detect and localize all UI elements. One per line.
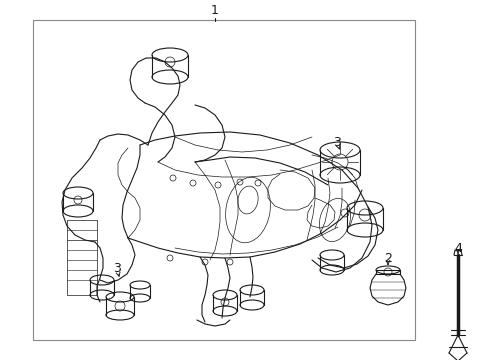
Bar — [33, 20, 415, 340]
Text: 3: 3 — [333, 136, 341, 149]
Text: 2: 2 — [384, 252, 392, 265]
Text: 3: 3 — [113, 261, 121, 274]
Text: 1: 1 — [211, 4, 219, 17]
Text: 4: 4 — [454, 242, 462, 255]
